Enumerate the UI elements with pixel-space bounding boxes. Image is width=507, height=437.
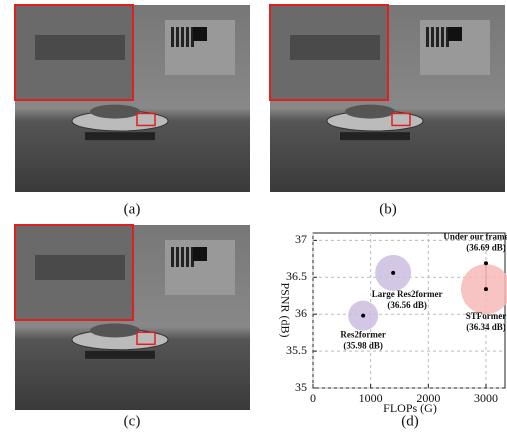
bars [176,247,179,267]
y-tick-label: 35.5 [286,343,307,357]
square [193,247,207,261]
value-label: (35.98 dB) [343,341,383,351]
value-label: (36.69 dB) [466,242,506,252]
inset-text [35,255,125,280]
stand [85,132,155,140]
bars [186,247,189,267]
bars [431,27,434,47]
inset-text [35,35,125,60]
car-roof [90,323,140,337]
value-label: (36.56 dB) [387,300,427,310]
bars [171,247,174,267]
y-tick-label: 37 [295,232,307,246]
bars [176,27,179,47]
bars [441,27,444,47]
point-label: Large Res2former [372,289,443,299]
panel-label: (c) [124,413,141,429]
bars [181,247,184,267]
square [448,27,462,41]
value-label: (36.34 dB) [466,322,506,332]
square [193,27,207,41]
point [484,261,488,265]
y-axis-label: PSNR (dB) [278,282,292,337]
point-label: STFormer [466,311,507,321]
stand [340,132,410,140]
point [391,271,395,275]
bars [171,27,174,47]
car-roof [90,105,140,119]
x-tick-label: 1000 [359,391,383,405]
panel-label: (d) [401,413,419,429]
x-tick-label: 2000 [416,391,440,405]
y-tick-label: 36.5 [286,269,307,283]
x-tick-label: 0 [310,391,316,405]
stand [85,351,155,359]
point [484,287,488,291]
y-tick-label: 36 [295,306,307,320]
panel-label: (b) [379,201,397,217]
inset-text [290,35,380,60]
point-label: Under our framework [443,231,507,241]
y-tick-label: 35 [295,380,307,394]
car-roof [345,105,395,119]
x-tick-label: 3000 [474,391,498,405]
panel-label: (a) [124,201,141,217]
point [361,314,365,318]
point-label: Res2former [340,330,385,340]
bars [426,27,429,47]
bars [436,27,439,47]
figure: (a) (b) (c) (d) FLOPs (G) PSNR (dB) 3535… [0,0,507,432]
bars [181,27,184,47]
bars [186,27,189,47]
